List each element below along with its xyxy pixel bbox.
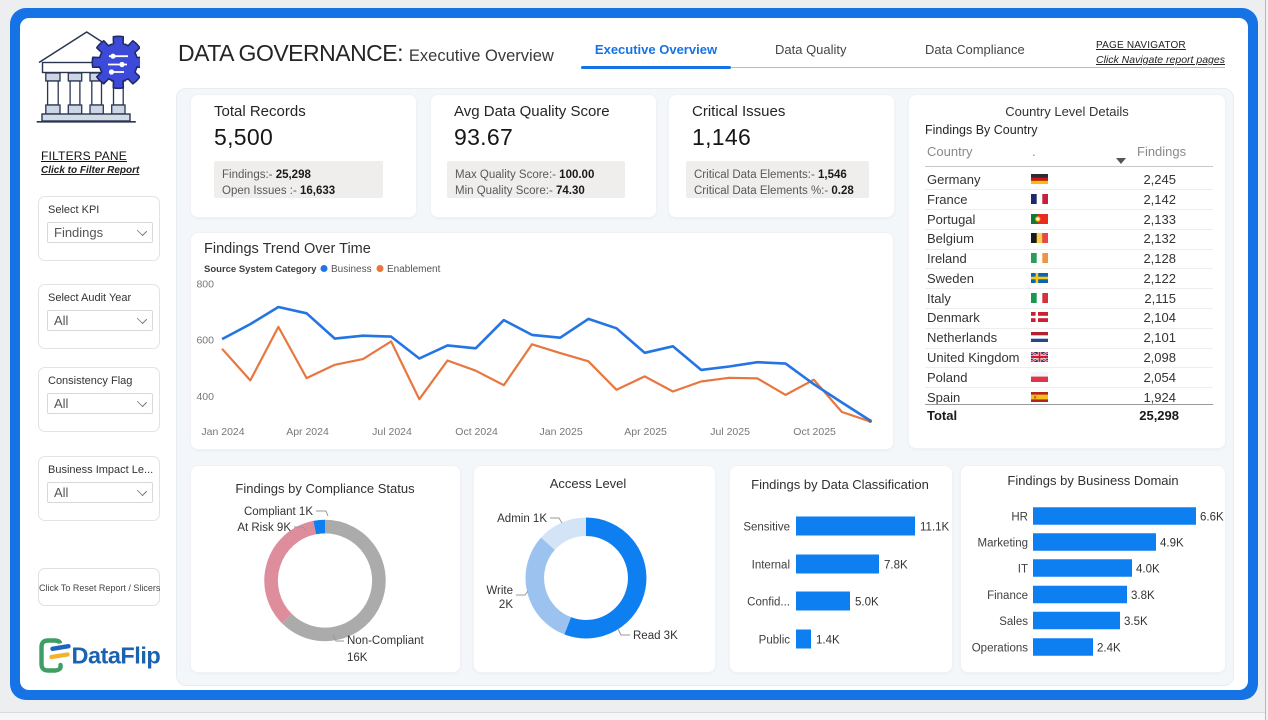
svg-text:16K: 16K xyxy=(347,652,368,664)
svg-text:Business: Business xyxy=(331,264,372,275)
svg-text:Jul 2024: Jul 2024 xyxy=(372,426,412,438)
svg-text:Non-Compliant: Non-Compliant xyxy=(347,635,425,647)
svg-text:6.6K: 6.6K xyxy=(1200,512,1224,524)
svg-text:Marketing: Marketing xyxy=(978,538,1029,550)
svg-text:Findings Trend Over Time: Findings Trend Over Time xyxy=(204,241,371,257)
svg-text:Jan 2025: Jan 2025 xyxy=(539,426,582,438)
svg-text:Compliant 1K: Compliant 1K xyxy=(244,506,313,518)
svg-text:7.8K: 7.8K xyxy=(884,560,908,572)
svg-text:Access Level: Access Level xyxy=(550,476,627,491)
svg-text:DataFlip: DataFlip xyxy=(72,643,161,669)
svg-text:At Risk 9K: At Risk 9K xyxy=(237,522,291,534)
svg-text:Admin 1K: Admin 1K xyxy=(497,513,547,525)
svg-text:HR: HR xyxy=(1011,512,1028,524)
svg-text:800: 800 xyxy=(196,279,214,291)
svg-text:Internal: Internal xyxy=(752,560,790,572)
svg-text:2K: 2K xyxy=(499,599,513,611)
svg-text:Apr 2025: Apr 2025 xyxy=(624,426,667,438)
svg-text:Findings by Compliance Status: Findings by Compliance Status xyxy=(235,481,415,496)
svg-text:Operations: Operations xyxy=(972,643,1029,655)
svg-text:Source System Category: Source System Category xyxy=(204,264,317,275)
svg-text:Enablement: Enablement xyxy=(387,264,441,275)
svg-text:11.1K: 11.1K xyxy=(920,522,950,534)
svg-text:Sales: Sales xyxy=(999,616,1028,628)
svg-text:1.4K: 1.4K xyxy=(816,635,840,647)
svg-text:Oct 2025: Oct 2025 xyxy=(793,426,836,438)
svg-text:IT: IT xyxy=(1018,564,1028,576)
svg-text:Finance: Finance xyxy=(987,590,1028,602)
svg-text:4.0K: 4.0K xyxy=(1136,564,1160,576)
svg-text:Sensitive: Sensitive xyxy=(743,522,790,534)
svg-text:Oct 2024: Oct 2024 xyxy=(455,426,498,438)
svg-text:5.0K: 5.0K xyxy=(855,597,879,609)
svg-text:Read 3K: Read 3K xyxy=(633,630,678,642)
svg-text:Confid...: Confid... xyxy=(747,597,790,609)
svg-text:Findings by Data Classificatio: Findings by Data Classification xyxy=(751,477,929,492)
svg-text:3.5K: 3.5K xyxy=(1124,616,1148,628)
svg-text:3.8K: 3.8K xyxy=(1131,590,1155,602)
svg-text:Jan 2024: Jan 2024 xyxy=(201,426,244,438)
svg-text:Apr 2024: Apr 2024 xyxy=(286,426,329,438)
svg-text:Findings by Business Domain: Findings by Business Domain xyxy=(1007,473,1178,488)
svg-text:Jul 2025: Jul 2025 xyxy=(710,426,750,438)
svg-text:2.4K: 2.4K xyxy=(1097,643,1121,655)
svg-text:600: 600 xyxy=(196,335,214,347)
svg-text:4.9K: 4.9K xyxy=(1160,538,1184,550)
svg-text:Write: Write xyxy=(486,585,513,597)
svg-text:400: 400 xyxy=(196,391,214,403)
svg-text:Public: Public xyxy=(759,635,791,647)
